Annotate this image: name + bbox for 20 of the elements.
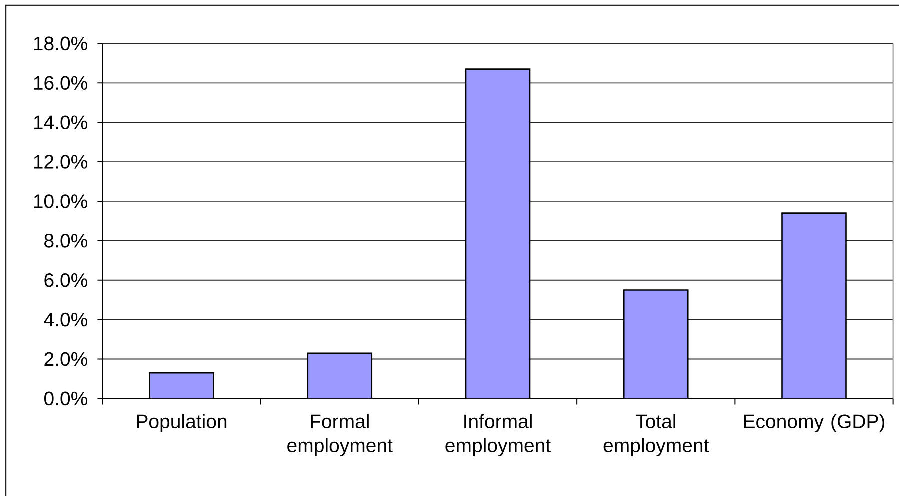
y-tick-label: 10.0% (34, 194, 88, 208)
y-tick-label: 2.0% (44, 352, 88, 366)
y-tick-label: 14.0% (34, 116, 88, 130)
bar (465, 68, 531, 399)
x-tick-label: Formal employment (288, 414, 393, 456)
bar (307, 352, 373, 399)
x-tick-label: Economy (GDP) (744, 414, 885, 432)
bar (623, 290, 689, 399)
bar (782, 212, 847, 399)
y-tick-label: 18.0% (34, 36, 88, 51)
y-tick-label: 16.0% (34, 76, 88, 90)
x-tick-label: Informal employment (446, 414, 551, 456)
y-tick-label: 12.0% (34, 155, 88, 169)
y-tick-label: 8.0% (44, 234, 88, 248)
bar (149, 372, 214, 399)
x-tick-label: Total employment (604, 414, 710, 456)
x-tick-label: Population (137, 414, 227, 432)
y-tick-label: 6.0% (44, 273, 88, 288)
y-tick-label: 4.0% (44, 312, 88, 327)
y-tick-label: 0.0% (44, 392, 88, 406)
